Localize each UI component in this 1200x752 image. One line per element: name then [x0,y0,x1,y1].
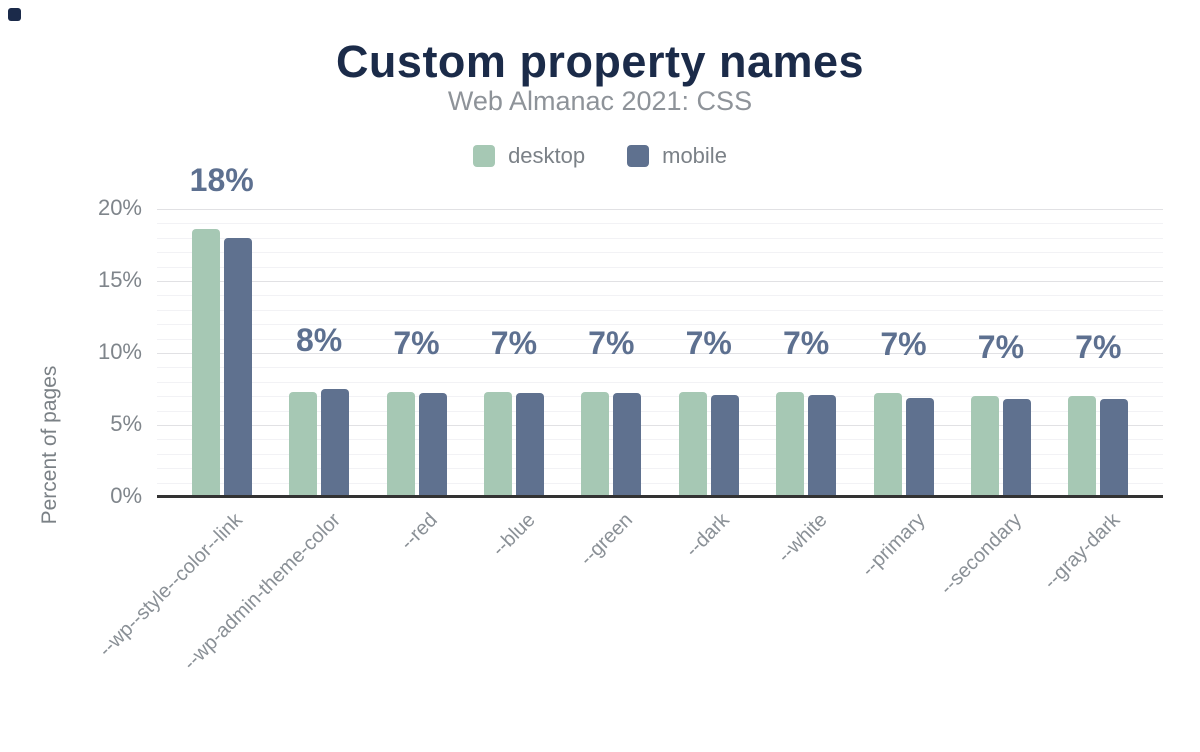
bar-value-label: 18% [189,162,254,199]
bar-mobile [515,393,544,497]
x-axis-label: --wp-admin-theme-color [179,509,345,675]
gridline-minor [157,338,1163,340]
gridline-minor [157,237,1163,239]
bar-value-label: 7% [880,326,927,363]
bar-desktop [386,391,415,497]
legend-item-mobile: mobile [627,143,727,169]
x-axis-label: --red [396,509,443,555]
bar-mobile [321,389,350,497]
gridline-minor [157,396,1163,398]
bar-desktop [581,391,610,497]
gridline-major [157,425,1163,426]
bar-mobile [710,394,739,497]
x-axis-label: --white [773,509,832,567]
gridline-minor [157,252,1163,254]
bar-mobile [613,393,642,497]
gridline-minor [157,309,1163,311]
gridline-minor [157,410,1163,412]
legend: desktop mobile [0,143,1200,169]
y-axis-tick-label: 0% [110,482,142,508]
x-axis-label: --blue [487,509,540,561]
corner-logo-mark [8,8,21,21]
bar-desktop [1068,396,1097,497]
legend-swatch-desktop [473,145,496,167]
bar-value-label: 7% [490,324,538,361]
bar-value-label: 7% [782,324,830,361]
gridline-major [157,209,1163,210]
bar-desktop [289,391,318,497]
gridline-major [157,281,1163,282]
bar-mobile [418,393,447,497]
bar-value-label: 7% [393,324,440,361]
bar-mobile [1002,399,1031,497]
x-axis-label: --primary [856,509,930,582]
bar-value-label: 7% [1075,329,1122,366]
y-axis-tick-label: 15% [97,266,142,292]
gridline-minor [157,468,1163,470]
bar-desktop [483,391,512,497]
gridline-minor [157,439,1163,441]
gridline-minor [157,266,1163,268]
x-axis-line [157,495,1163,498]
bar-mobile [808,394,837,497]
bar-value-label: 7% [977,329,1025,366]
legend-label: desktop [508,143,586,168]
gridline-minor [157,367,1163,369]
bar-value-label: 7% [588,324,635,361]
gridline-minor [157,324,1163,326]
gridline-minor [157,223,1163,225]
bar-value-label: 8% [295,322,343,358]
bar-desktop [970,396,999,497]
bar-mobile [1100,399,1129,497]
legend-label: mobile [662,143,727,168]
y-axis-tick-label: 5% [110,410,142,436]
bar-mobile [905,397,934,497]
x-axis-label: --secondary [936,509,1027,600]
legend-item-desktop: desktop [473,143,585,169]
x-axis-label: --gray-dark [1039,509,1124,594]
gridline-minor [157,453,1163,455]
bar-desktop [776,391,805,497]
bar-value-label: 7% [685,324,732,361]
gridline-minor [157,381,1163,383]
bar-mobile [223,237,252,497]
gridline-minor [157,482,1163,484]
y-axis-tick-label: 20% [97,194,142,220]
chart-title: Custom property names [335,36,865,87]
bar-desktop [873,393,902,497]
y-axis-tick-label: 10% [97,338,142,364]
chart-subtitle: Web Almanac 2021: CSS [447,86,753,116]
bar-desktop [191,229,220,497]
y-axis-title: Percent of pages [38,365,61,525]
x-axis-label: --green [575,509,637,571]
x-axis-label: --dark [681,509,735,562]
legend-swatch-mobile [627,145,650,167]
gridline-major [157,353,1163,354]
gridline-minor [157,295,1163,297]
bar-desktop [678,391,707,497]
